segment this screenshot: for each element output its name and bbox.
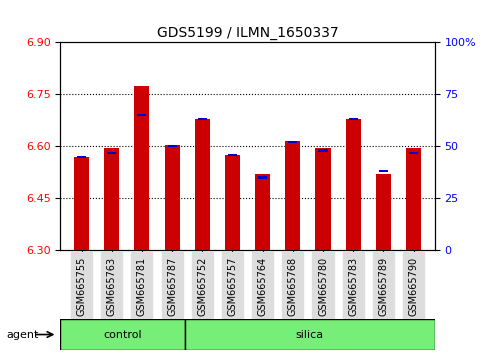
Bar (315, 148, 330, 250)
Bar (285, 141, 300, 250)
FancyBboxPatch shape (60, 319, 185, 350)
Bar (134, 86, 149, 250)
Bar (74, 157, 89, 250)
Text: silica: silica (296, 330, 324, 339)
Text: agent: agent (6, 330, 39, 339)
Bar (318, 149, 327, 152)
Bar (376, 174, 391, 250)
Text: control: control (103, 330, 142, 339)
Bar (258, 176, 267, 178)
Title: GDS5199 / ILMN_1650337: GDS5199 / ILMN_1650337 (156, 26, 339, 40)
Bar (406, 148, 421, 250)
Bar (195, 119, 210, 250)
Bar (409, 152, 418, 154)
Bar (255, 174, 270, 250)
Bar (228, 154, 237, 156)
Bar (225, 155, 240, 250)
Bar (137, 114, 146, 116)
Bar (168, 145, 177, 147)
Bar (104, 148, 119, 250)
Bar (288, 141, 298, 143)
FancyBboxPatch shape (185, 319, 435, 350)
Bar (349, 118, 358, 120)
Bar (165, 144, 180, 250)
Bar (77, 156, 86, 158)
Bar (379, 170, 388, 172)
Bar (346, 119, 361, 250)
Bar (107, 152, 116, 154)
Bar (198, 118, 207, 120)
